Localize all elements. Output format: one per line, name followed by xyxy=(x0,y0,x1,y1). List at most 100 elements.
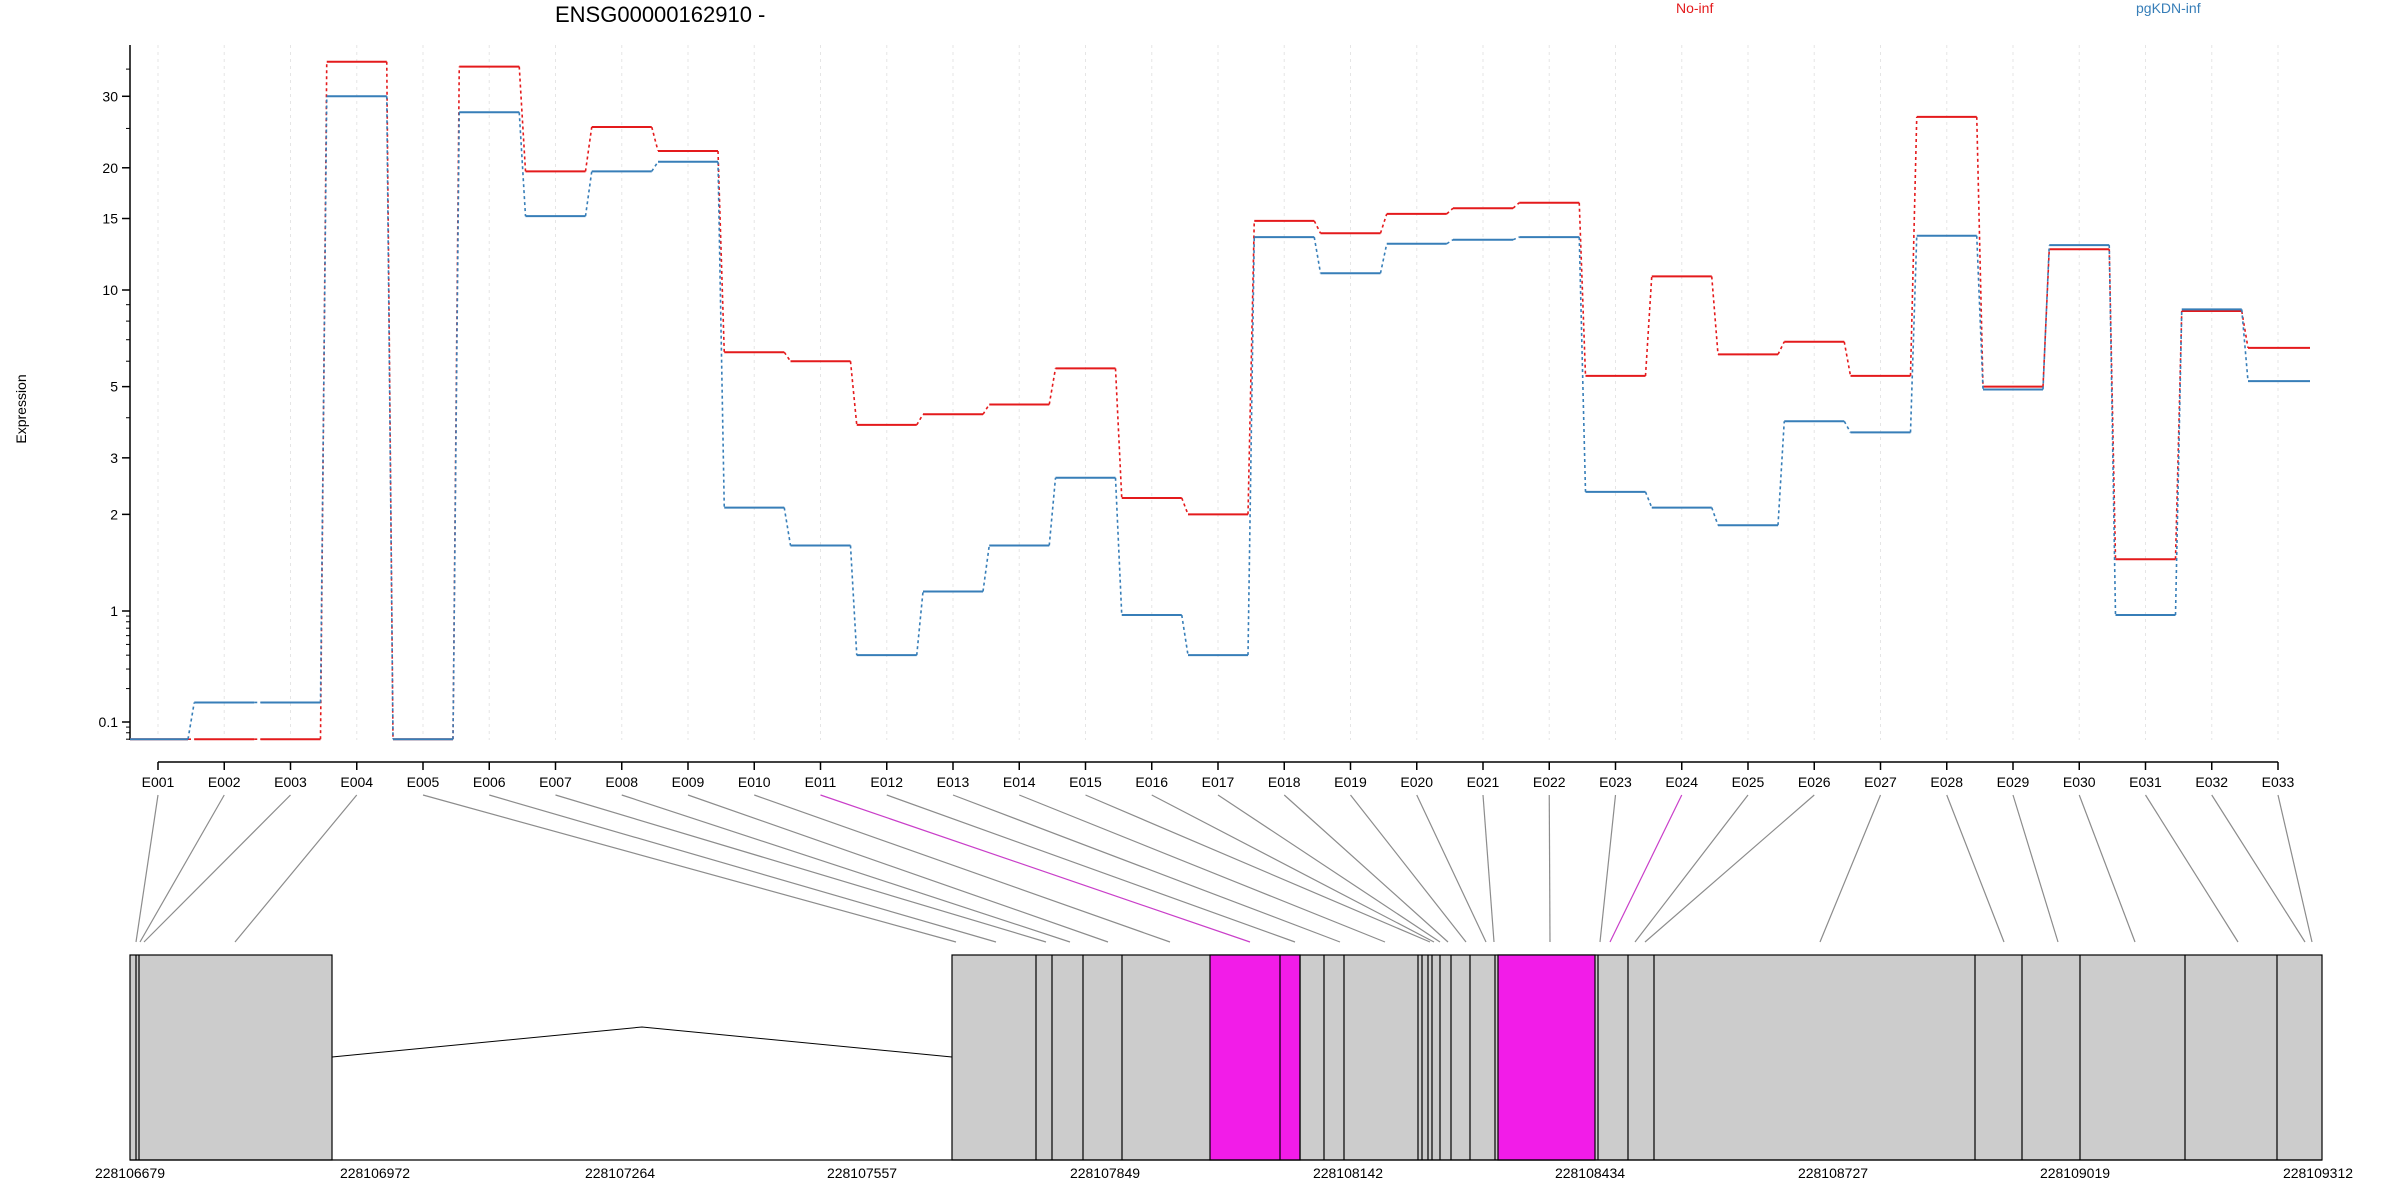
series-connector xyxy=(915,591,924,656)
x-tick-label: E001 xyxy=(142,774,175,790)
series-connector xyxy=(1710,276,1719,355)
series-connector xyxy=(849,361,858,425)
series-connector xyxy=(1114,368,1123,498)
series-connector xyxy=(1975,235,1984,390)
coordinate-label: 228106972 xyxy=(340,1165,410,1181)
exon-connector xyxy=(687,794,1109,943)
x-tick-label: E002 xyxy=(208,774,241,790)
exon-connector xyxy=(489,794,997,943)
series-connector xyxy=(2108,245,2117,616)
x-tick-label: E016 xyxy=(1135,774,1168,790)
exon-connector xyxy=(1599,794,1617,943)
exon-connector xyxy=(2277,794,2313,943)
chart-title: ENSG00000162910 - xyxy=(555,2,766,27)
coordinate-label: 228109312 xyxy=(2283,1165,2353,1181)
series-connector xyxy=(916,413,924,426)
exon-connector xyxy=(1482,794,1495,943)
exon-connector xyxy=(952,794,1341,943)
series-connector xyxy=(385,96,394,740)
y-tick-label: 1 xyxy=(110,603,118,619)
exon-connector xyxy=(2078,794,2136,943)
series-connector xyxy=(2042,245,2051,390)
exon-connector xyxy=(555,794,1047,943)
series-connector xyxy=(1578,202,1587,376)
exon-connector xyxy=(2144,794,2239,943)
x-tick-label: E004 xyxy=(340,774,373,790)
exon-connector xyxy=(1634,794,1749,943)
exon-connector xyxy=(1151,794,1435,943)
x-axis-ticks: E001 E002 E003 E004 E005 E006 E007 E008 E009 E010… xyxy=(142,762,2295,790)
exon-connector xyxy=(234,794,358,943)
x-tick-label: E025 xyxy=(1732,774,1765,790)
y-tick-label: 20 xyxy=(102,160,118,176)
coordinate-label: 228107557 xyxy=(827,1165,897,1181)
exon-connector xyxy=(143,794,291,943)
series-pgKDN-inf xyxy=(130,95,2310,741)
y-tick-label: 2 xyxy=(110,506,118,522)
x-tick-label: E022 xyxy=(1533,774,1566,790)
series-connector xyxy=(319,96,328,703)
series-connector xyxy=(1379,213,1388,234)
series-connector xyxy=(1975,116,1984,387)
x-tick-label: E018 xyxy=(1268,774,1301,790)
series-connector xyxy=(1048,368,1057,405)
x-tick-label: E009 xyxy=(672,774,705,790)
gene-model: 228106679 228106972 228107264 228107557 2281… xyxy=(95,954,2353,1181)
x-tick-label: E008 xyxy=(605,774,638,790)
series-connector xyxy=(717,161,726,508)
series-connector xyxy=(783,351,792,362)
exon-connector xyxy=(1644,794,1815,943)
exon-connector xyxy=(1819,794,1882,943)
exon-connector xyxy=(422,794,957,943)
x-tick-label: E023 xyxy=(1599,774,1632,790)
exon-connector xyxy=(2012,794,2059,943)
exon-block xyxy=(129,954,333,1161)
series-connector xyxy=(2108,249,2117,560)
exon-connectors xyxy=(135,794,2313,943)
series-connector xyxy=(2174,311,2183,560)
exon-connector xyxy=(135,794,159,943)
series-connector xyxy=(1644,491,1653,508)
x-tick-label: E010 xyxy=(738,774,771,790)
y-tick-label: 15 xyxy=(102,211,118,227)
y-tick-label: 3 xyxy=(110,450,118,466)
series-connector xyxy=(1777,421,1786,526)
exon-connector xyxy=(1283,794,1449,943)
exon-connector xyxy=(1946,794,2005,943)
coordinate-label: 228108142 xyxy=(1313,1165,1383,1181)
y-tick-label: 0.1 xyxy=(99,714,119,730)
series-connector xyxy=(1313,220,1322,234)
series-lines xyxy=(130,60,2310,741)
series-connector xyxy=(1180,614,1189,656)
series-connector xyxy=(187,702,196,740)
exon-connector xyxy=(2211,794,2306,943)
exon-connector xyxy=(1350,794,1467,943)
series-connector xyxy=(2240,309,2249,382)
y-tick-label: 5 xyxy=(110,379,118,395)
highlighted-exon xyxy=(1209,954,1301,1161)
x-tick-label: E029 xyxy=(1997,774,2030,790)
series-connector xyxy=(982,545,991,592)
series-connector xyxy=(584,126,593,172)
series-connector xyxy=(783,507,792,546)
exon-block xyxy=(951,954,2323,1161)
x-tick-label: E027 xyxy=(1864,774,1897,790)
x-tick-label: E011 xyxy=(805,774,837,790)
exon-connector xyxy=(1609,794,1683,943)
exon-connector xyxy=(139,794,225,943)
coordinate-label: 228107849 xyxy=(1070,1165,1140,1181)
x-tick-label: E033 xyxy=(2262,774,2295,790)
coordinate-label: 228106679 xyxy=(95,1165,165,1181)
exon-connector xyxy=(886,794,1296,943)
highlighted-exon xyxy=(1497,954,1596,1161)
series-connector xyxy=(1379,243,1388,274)
x-tick-label: E013 xyxy=(937,774,970,790)
coordinate-label: 228109019 xyxy=(2040,1165,2110,1181)
coordinate-label: 228108434 xyxy=(1555,1165,1625,1181)
x-tick-label: E024 xyxy=(1665,774,1698,790)
exon-connector xyxy=(820,794,1251,943)
coordinate-label: 228108727 xyxy=(1798,1165,1868,1181)
series-connector xyxy=(1578,237,1587,492)
exon-connector xyxy=(621,794,1071,943)
coordinate-label: 228107264 xyxy=(585,1165,655,1181)
